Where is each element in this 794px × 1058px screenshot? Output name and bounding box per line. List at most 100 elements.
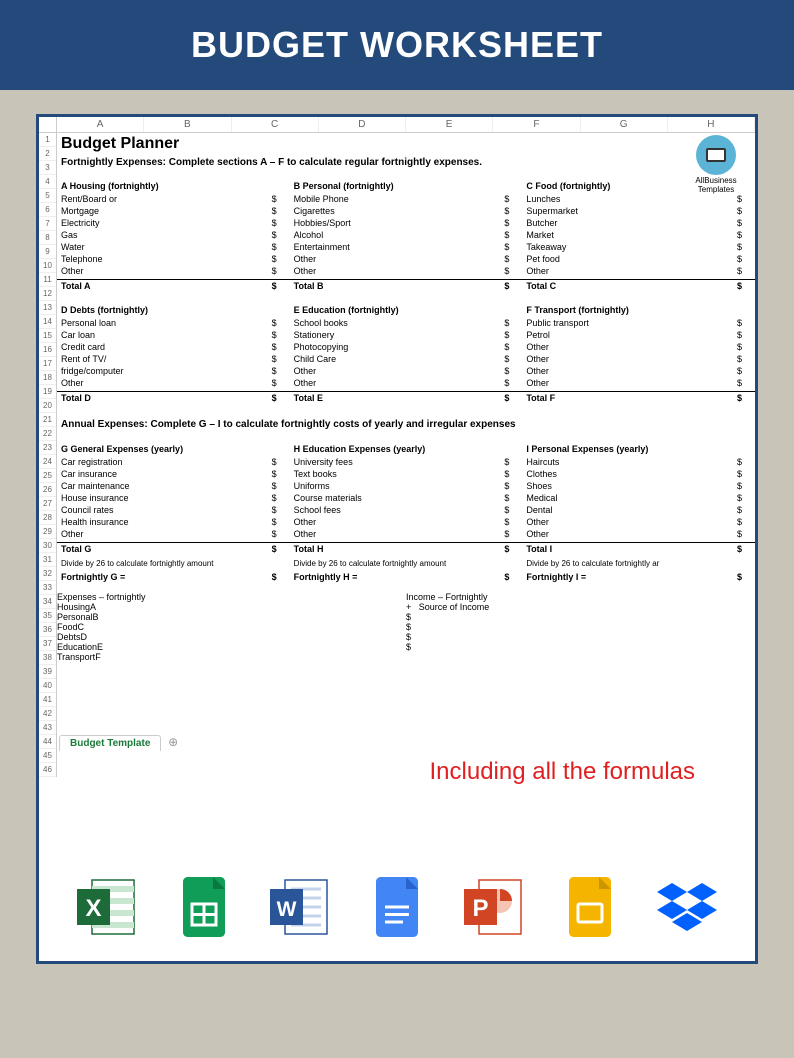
section-col: I Personal Expenses (yearly)Haircuts$Clo…	[522, 442, 755, 584]
exp-summary-row[interactable]: PersonalB	[57, 612, 406, 622]
line-item[interactable]: Petrol$	[522, 329, 755, 341]
line-item[interactable]: University fees$	[290, 456, 523, 468]
line-item[interactable]: Gas$	[57, 229, 290, 241]
line-item[interactable]: Dental$	[522, 504, 755, 516]
exp-summary-row[interactable]: FoodC	[57, 622, 406, 632]
section-col: G General Expenses (yearly)Car registrat…	[57, 442, 290, 584]
line-item[interactable]: Telephone$	[57, 253, 290, 265]
line-item[interactable]: Other$	[57, 528, 290, 540]
line-item[interactable]: Other$	[522, 265, 755, 277]
inc-amount-row[interactable]: $	[406, 622, 755, 632]
line-item[interactable]: Car maintenance$	[57, 480, 290, 492]
line-item[interactable]: Rent of TV/$	[57, 353, 290, 365]
top-sections: A Housing (fortnightly)Rent/Board or$Mor…	[57, 179, 755, 295]
line-item[interactable]: Lunches$	[522, 193, 755, 205]
line-item[interactable]: Medical$	[522, 492, 755, 504]
exp-summary-row[interactable]: TransportF	[57, 652, 406, 662]
sheets-icon	[168, 871, 240, 943]
divide-note: Divide by 26 to calculate fortnightly am…	[57, 558, 290, 570]
section-col: E Education (fortnightly)School books$St…	[290, 303, 523, 407]
line-item[interactable]: Other$	[290, 253, 523, 265]
line-item[interactable]: Cigarettes$	[290, 205, 523, 217]
add-sheet-button[interactable]: ⊕	[168, 735, 178, 749]
col-h[interactable]: H	[668, 117, 755, 132]
exp-summary-row[interactable]: EducationE	[57, 642, 406, 652]
powerpoint-icon: P	[458, 871, 530, 943]
col-g[interactable]: G	[581, 117, 668, 132]
exp-summary-row[interactable]: HousingA	[57, 602, 406, 612]
line-item[interactable]: Car loan$	[57, 329, 290, 341]
section-col: B Personal (fortnightly)Mobile Phone$Cig…	[290, 179, 523, 295]
section-total: Total F$	[522, 391, 755, 407]
col-e[interactable]: E	[406, 117, 493, 132]
line-item[interactable]: Rent/Board or$	[57, 193, 290, 205]
line-item[interactable]: Haircuts$	[522, 456, 755, 468]
line-item[interactable]: Clothes$	[522, 468, 755, 480]
col-b[interactable]: B	[144, 117, 231, 132]
inc-amount-row[interactable]: $	[406, 632, 755, 642]
line-item[interactable]: Other$	[290, 265, 523, 277]
line-item[interactable]: Text books$	[290, 468, 523, 480]
column-headers: A B C D E F G H	[39, 117, 755, 133]
line-item[interactable]: Council rates$	[57, 504, 290, 516]
line-item[interactable]: House insurance$	[57, 492, 290, 504]
line-item[interactable]: fridge/computer$	[57, 365, 290, 377]
line-item[interactable]: Other$	[290, 377, 523, 389]
line-item[interactable]: Stationery$	[290, 329, 523, 341]
line-item[interactable]: Shoes$	[522, 480, 755, 492]
line-item[interactable]: Other$	[522, 353, 755, 365]
line-item[interactable]: Mobile Phone$	[290, 193, 523, 205]
line-item[interactable]: Butcher$	[522, 217, 755, 229]
line-item[interactable]: Electricity$	[57, 217, 290, 229]
col-f[interactable]: F	[493, 117, 580, 132]
slides-icon	[554, 871, 626, 943]
sheet-subtitle: Fortnightly Expenses: Complete sections …	[57, 155, 755, 171]
grid[interactable]: AllBusiness Templates Budget Planner For…	[57, 133, 755, 777]
line-item[interactable]: Uniforms$	[290, 480, 523, 492]
line-item[interactable]: Credit card$	[57, 341, 290, 353]
line-item[interactable]: Child Care$	[290, 353, 523, 365]
line-item[interactable]: Other$	[57, 265, 290, 277]
line-item[interactable]: Course materials$	[290, 492, 523, 504]
inc-amount-row[interactable]: $	[406, 612, 755, 622]
line-item[interactable]: Other$	[290, 528, 523, 540]
line-item[interactable]: Other$	[522, 516, 755, 528]
annual-sections: G General Expenses (yearly)Car registrat…	[57, 442, 755, 584]
col-a[interactable]: A	[57, 117, 144, 132]
section-col: F Transport (fortnightly)Public transpor…	[522, 303, 755, 407]
fortnightly-line: Fortnightly H =$	[290, 570, 523, 584]
line-item[interactable]: Photocopying$	[290, 341, 523, 353]
col-c[interactable]: C	[232, 117, 319, 132]
line-item[interactable]: Entertainment$	[290, 241, 523, 253]
line-item[interactable]: Supermarket$	[522, 205, 755, 217]
line-item[interactable]: Other$	[522, 365, 755, 377]
line-item[interactable]: Alcohol$	[290, 229, 523, 241]
line-item[interactable]: Market$	[522, 229, 755, 241]
sheet-body: 1234567891011121314151617181920212223242…	[39, 133, 755, 777]
line-item[interactable]: Takeaway$	[522, 241, 755, 253]
line-item[interactable]: Public transport$	[522, 317, 755, 329]
line-item[interactable]: Other$	[522, 377, 755, 389]
line-item[interactable]: Other$	[57, 377, 290, 389]
line-item[interactable]: Other$	[522, 528, 755, 540]
line-item[interactable]: Personal loan$	[57, 317, 290, 329]
col-d[interactable]: D	[319, 117, 406, 132]
line-item[interactable]: School books$	[290, 317, 523, 329]
line-item[interactable]: Car insurance$	[57, 468, 290, 480]
inc-amount-row[interactable]: $	[406, 642, 755, 652]
line-item[interactable]: Hobbies/Sport$	[290, 217, 523, 229]
line-item[interactable]: Other$	[290, 516, 523, 528]
line-item[interactable]: Other$	[290, 365, 523, 377]
word-icon: W	[264, 871, 336, 943]
line-item[interactable]: Health insurance$	[57, 516, 290, 528]
line-item[interactable]: Car registration$	[57, 456, 290, 468]
line-item[interactable]: School fees$	[290, 504, 523, 516]
line-item[interactable]: Pet food$	[522, 253, 755, 265]
section-head: I Personal Expenses (yearly)	[522, 442, 755, 456]
line-item[interactable]: Mortgage$	[57, 205, 290, 217]
tab-budget-template[interactable]: Budget Template	[59, 735, 161, 751]
section-total: Total G$	[57, 542, 290, 558]
line-item[interactable]: Other$	[522, 341, 755, 353]
exp-summary-row[interactable]: DebtsD	[57, 632, 406, 642]
line-item[interactable]: Water$	[57, 241, 290, 253]
